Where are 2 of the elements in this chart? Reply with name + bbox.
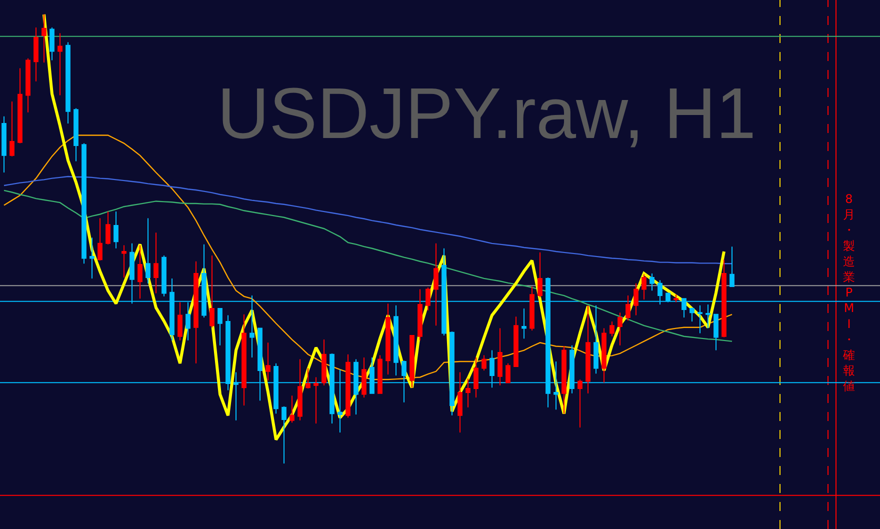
text: USDJPY.raw, H1 [217,74,756,154]
text: 8月・製造業PMI・確報値 [843,192,855,394]
